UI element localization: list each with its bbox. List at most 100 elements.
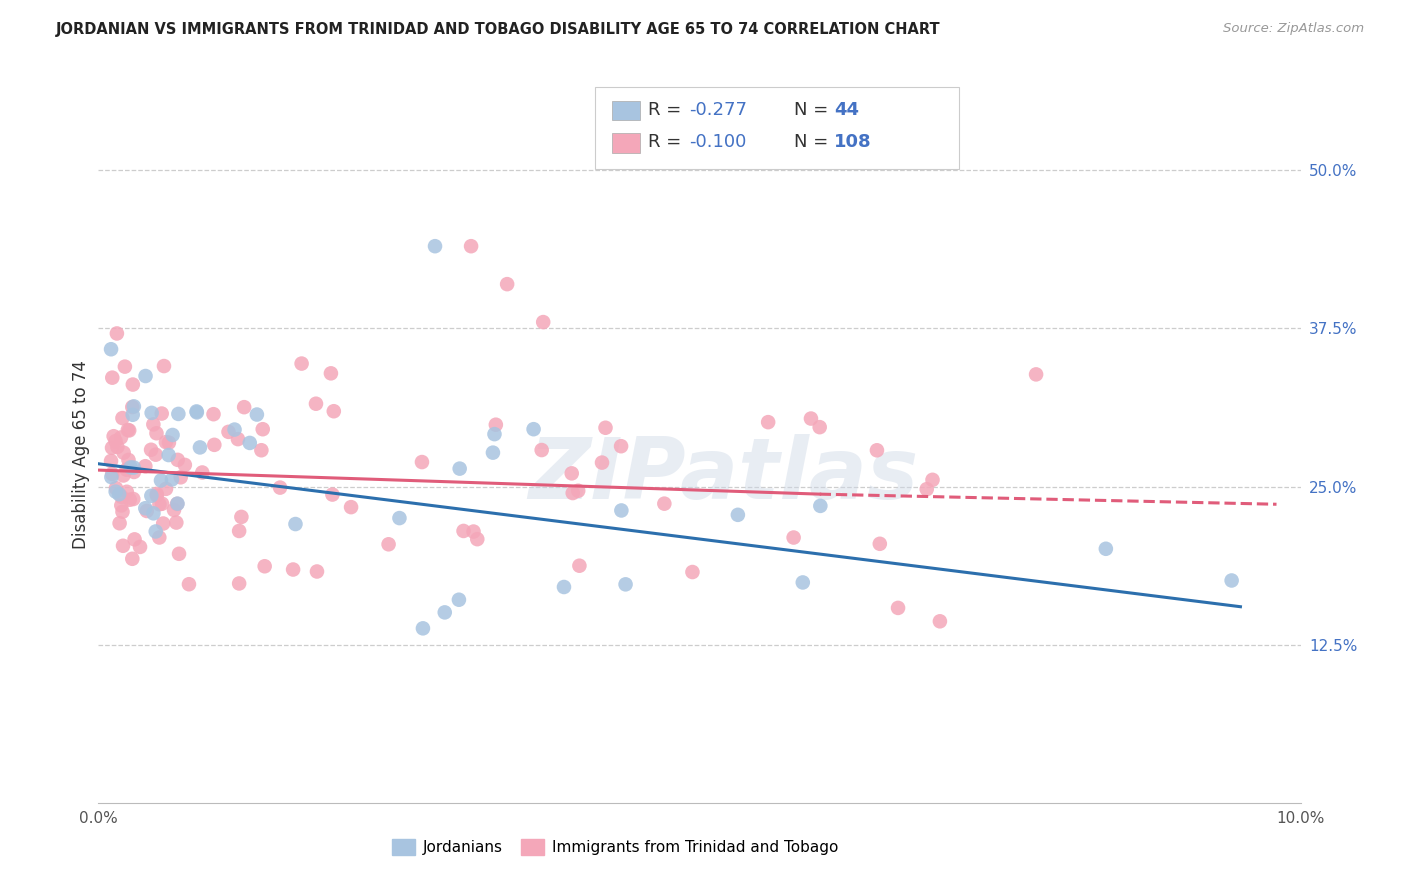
Point — [433, 606, 456, 620]
Point — [808, 499, 831, 513]
Text: ZIPatlas: ZIPatlas — [529, 434, 918, 517]
Point — [561, 486, 583, 500]
Point — [186, 404, 208, 418]
Point — [177, 577, 200, 591]
Point — [114, 359, 136, 374]
Point — [112, 468, 135, 483]
Point — [122, 465, 145, 479]
Point — [447, 592, 470, 607]
Point — [782, 531, 804, 545]
Point — [1095, 541, 1118, 556]
Point — [218, 425, 240, 439]
Point — [281, 562, 304, 576]
Point — [915, 482, 938, 496]
Text: JORDANIAN VS IMMIGRANTS FROM TRINIDAD AND TOBAGO DISABILITY AGE 65 TO 74 CORRELA: JORDANIAN VS IMMIGRANTS FROM TRINIDAD AN… — [56, 22, 941, 37]
Point — [231, 509, 253, 524]
Point — [118, 492, 141, 507]
Point — [141, 406, 163, 420]
Point — [121, 551, 143, 566]
Point — [166, 497, 188, 511]
Point — [110, 499, 132, 513]
Text: R =: R = — [648, 133, 688, 151]
Point — [340, 500, 363, 515]
Point — [163, 503, 186, 517]
Point — [104, 434, 127, 449]
Point — [654, 497, 676, 511]
Point — [122, 491, 145, 506]
Point — [202, 407, 225, 421]
Point — [423, 239, 446, 253]
Point — [145, 487, 167, 501]
Point — [150, 407, 173, 421]
Point — [104, 484, 127, 499]
Point — [188, 441, 211, 455]
Point — [921, 473, 943, 487]
Point — [233, 400, 256, 414]
Text: 108: 108 — [834, 133, 872, 151]
Point — [291, 357, 314, 371]
Point — [162, 428, 184, 442]
Point — [453, 524, 475, 538]
Point — [800, 411, 823, 425]
Point — [155, 482, 177, 496]
Point — [134, 501, 156, 516]
Point — [118, 424, 141, 438]
Text: Source: ZipAtlas.com: Source: ZipAtlas.com — [1223, 22, 1364, 36]
Point — [866, 443, 889, 458]
Point — [166, 497, 188, 511]
Point — [869, 537, 891, 551]
Point — [167, 407, 190, 421]
Point — [117, 453, 139, 467]
Point — [112, 539, 135, 553]
Point — [146, 489, 169, 503]
Point — [808, 420, 831, 434]
Point — [250, 443, 273, 458]
Point — [191, 466, 214, 480]
Point — [411, 455, 433, 469]
Point — [101, 467, 124, 481]
Point — [252, 422, 274, 436]
Point — [531, 315, 554, 329]
Point — [610, 439, 633, 453]
Point — [321, 487, 343, 501]
Point — [727, 508, 749, 522]
Point — [117, 423, 139, 437]
Point — [887, 601, 910, 615]
Point — [122, 400, 145, 414]
Point — [377, 537, 399, 551]
Point — [157, 435, 180, 450]
Point — [111, 411, 134, 425]
Point — [157, 448, 180, 462]
Point — [567, 483, 589, 498]
Point — [150, 497, 173, 511]
Point — [269, 481, 291, 495]
Point — [202, 438, 225, 452]
Point — [165, 516, 187, 530]
Point — [530, 443, 553, 458]
Point — [155, 435, 177, 450]
Point — [482, 445, 505, 459]
Point — [1220, 574, 1243, 588]
Point — [681, 565, 703, 579]
Point — [388, 511, 411, 525]
Point — [591, 456, 613, 470]
Legend: Jordanians, Immigrants from Trinidad and Tobago: Jordanians, Immigrants from Trinidad and… — [387, 833, 845, 862]
Point — [160, 472, 183, 486]
Point — [135, 504, 157, 518]
Point — [553, 580, 575, 594]
Point — [115, 462, 138, 476]
Point — [166, 453, 188, 467]
Point — [108, 516, 131, 531]
Point — [152, 516, 174, 531]
Point — [170, 470, 193, 484]
Point — [145, 524, 167, 539]
Point — [224, 423, 246, 437]
Text: R =: R = — [648, 101, 688, 119]
Point — [111, 490, 134, 504]
Point — [228, 576, 250, 591]
Point — [145, 426, 167, 441]
Y-axis label: Disability Age 65 to 74: Disability Age 65 to 74 — [72, 360, 90, 549]
Point — [561, 467, 583, 481]
Point — [129, 540, 152, 554]
Point — [319, 367, 342, 381]
